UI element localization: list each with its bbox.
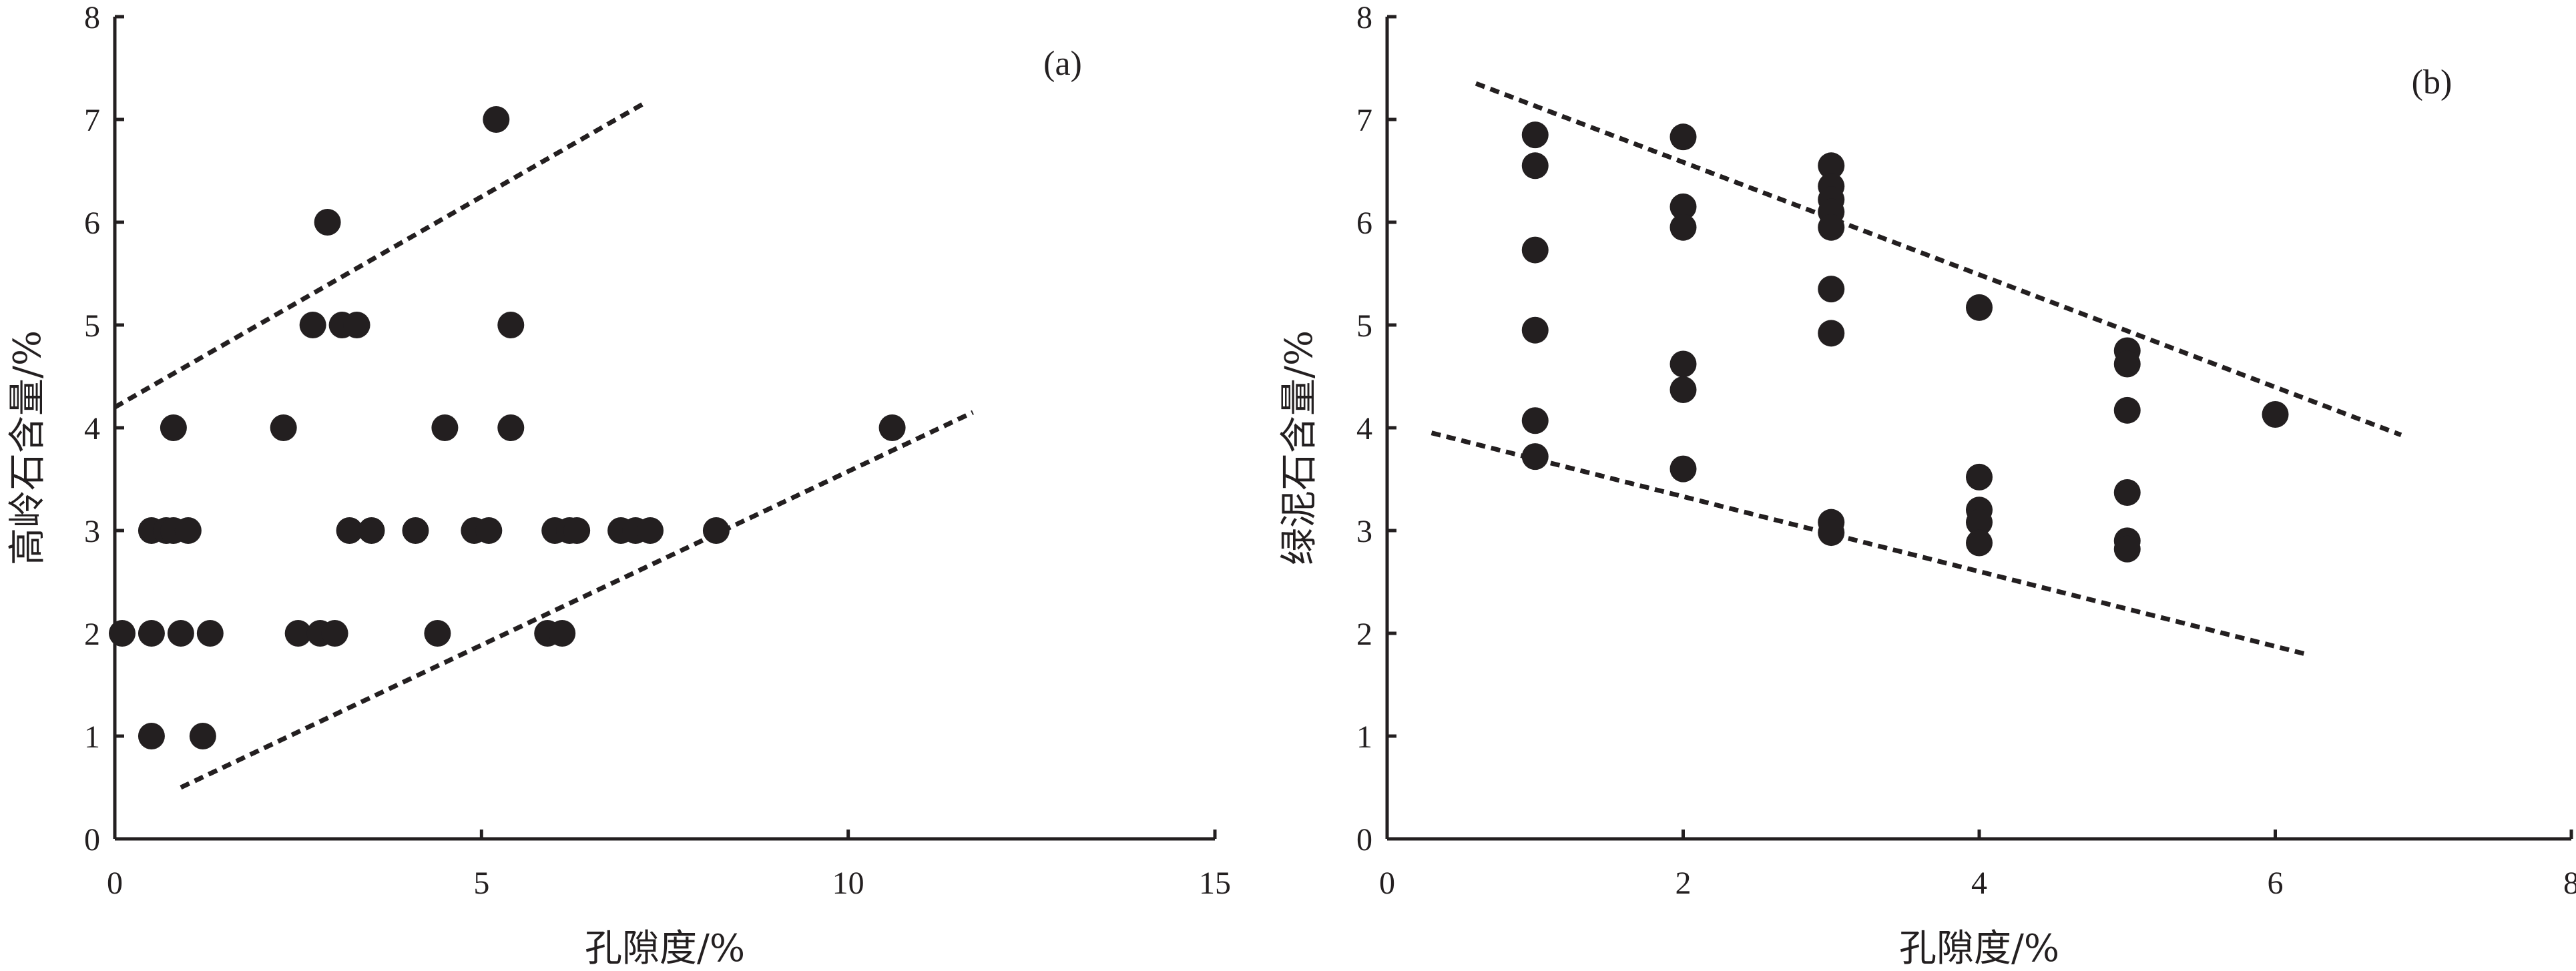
trend-line xyxy=(1431,430,2306,657)
data-point xyxy=(1669,455,1697,482)
y-tick-label: 4 xyxy=(1356,411,1372,446)
y-tick-label: 6 xyxy=(1356,206,1372,241)
x-tick-label: 10 xyxy=(832,866,864,901)
y-tick-label: 7 xyxy=(1356,103,1372,138)
data-point xyxy=(1669,376,1697,404)
data-point xyxy=(497,312,525,338)
y-axis-title: 高岭石含量/% xyxy=(6,330,49,565)
data-point xyxy=(160,414,187,441)
x-axis-title: 孔隙度/% xyxy=(585,927,745,970)
x-tick-label: 15 xyxy=(1199,866,1231,901)
data-point xyxy=(1521,121,1549,149)
x-tick-label: 5 xyxy=(473,866,489,901)
data-point xyxy=(2113,535,2141,563)
y-tick-label: 5 xyxy=(1356,308,1372,344)
data-point xyxy=(2113,350,2141,378)
data-point xyxy=(321,620,348,647)
x-tick-label: 4 xyxy=(1971,866,1987,901)
y-axis-title: 绿泥石含量/% xyxy=(1278,330,1321,565)
data-point xyxy=(637,517,664,544)
y-tick-label: 1 xyxy=(84,719,100,755)
y-tick-label: 0 xyxy=(1356,822,1372,858)
data-point xyxy=(284,620,312,647)
data-point xyxy=(1818,320,1845,347)
trend-line xyxy=(180,410,974,790)
y-tick-label: 5 xyxy=(84,308,100,344)
x-tick-label: 2 xyxy=(1676,866,1692,901)
y-tick-label: 2 xyxy=(1356,617,1372,652)
data-point xyxy=(2262,400,2289,428)
data-point xyxy=(1521,407,1549,434)
data-point xyxy=(475,517,503,544)
x-tick-label: 8 xyxy=(2563,866,2576,901)
data-point xyxy=(108,620,136,647)
x-tick-label: 6 xyxy=(2268,866,2284,901)
data-point xyxy=(1521,316,1549,344)
scatter-panel-a: 0 1 2 3 4 5 6 7 8 0 5 10 15 孔隙度/% 高岭石含量/% (a) xyxy=(6,0,1231,970)
data-point xyxy=(270,414,297,441)
data-point xyxy=(314,209,341,236)
panel-label: (b) xyxy=(2412,63,2453,101)
data-point xyxy=(1669,123,1697,151)
y-tick-label: 3 xyxy=(1356,514,1372,549)
data-point xyxy=(189,723,216,749)
data-point xyxy=(336,517,363,544)
y-tick-label: 7 xyxy=(84,103,100,138)
trend-line xyxy=(113,101,644,410)
data-point xyxy=(1966,509,1993,536)
data-point xyxy=(1818,214,1845,241)
data-point xyxy=(299,312,326,338)
data-point xyxy=(1818,276,1845,303)
x-axis-title: 孔隙度/% xyxy=(1899,927,2059,970)
data-point xyxy=(1521,236,1549,264)
panel-label: (a) xyxy=(1043,45,1082,83)
scatter-panel-b: 0 1 2 3 4 5 6 7 8 0 2 4 6 8 孔隙度/% 绿泥石含量/% (b) xyxy=(1278,0,2576,970)
data-point xyxy=(431,414,459,441)
data-point xyxy=(702,517,730,544)
data-point xyxy=(483,106,510,133)
x-tick-label: 0 xyxy=(107,866,123,901)
y-tick-label: 2 xyxy=(84,617,100,652)
data-point xyxy=(563,517,591,544)
y-tick-label: 8 xyxy=(1356,0,1372,35)
data-point xyxy=(878,414,906,441)
y-tick-label: 1 xyxy=(1356,719,1372,755)
y-tick-label: 4 xyxy=(84,411,100,446)
data-point xyxy=(167,620,194,647)
data-point xyxy=(1669,350,1697,378)
trend-line xyxy=(1475,81,2402,438)
data-point xyxy=(358,517,385,544)
data-point xyxy=(402,517,429,544)
data-point xyxy=(1966,529,1993,557)
data-point xyxy=(1669,193,1697,220)
data-point xyxy=(1966,463,1993,491)
data-point xyxy=(138,620,165,647)
y-tick-label: 8 xyxy=(84,0,100,35)
data-point xyxy=(2113,479,2141,507)
y-tick-label: 3 xyxy=(84,514,100,549)
data-point xyxy=(1818,519,1845,547)
data-point xyxy=(1669,214,1697,241)
data-point xyxy=(1818,152,1845,180)
data-point xyxy=(1966,294,1993,321)
y-tick-label: 6 xyxy=(84,206,100,241)
data-point xyxy=(138,723,165,749)
data-point xyxy=(1521,443,1549,470)
data-point xyxy=(196,620,224,647)
x-tick-label: 0 xyxy=(1379,866,1395,901)
data-point xyxy=(2113,396,2141,424)
data-point xyxy=(424,620,451,647)
data-point xyxy=(343,312,370,338)
data-point xyxy=(549,620,576,647)
data-point xyxy=(497,414,525,441)
data-point xyxy=(174,517,202,544)
data-point xyxy=(1521,152,1549,180)
y-tick-label: 0 xyxy=(84,822,100,858)
